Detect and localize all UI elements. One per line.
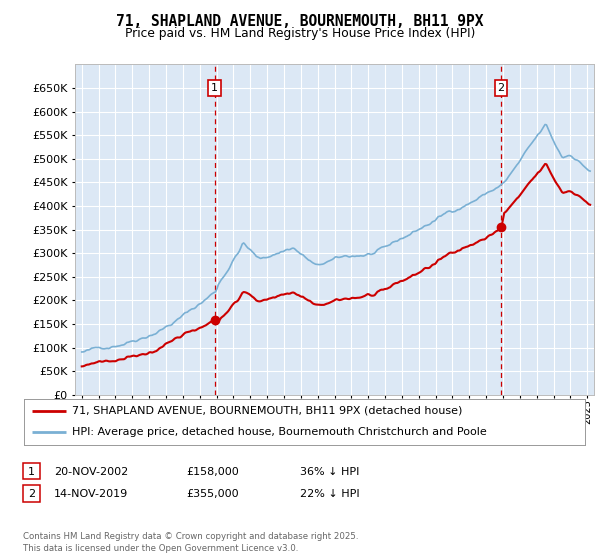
Text: 71, SHAPLAND AVENUE, BOURNEMOUTH, BH11 9PX: 71, SHAPLAND AVENUE, BOURNEMOUTH, BH11 9… [116, 14, 484, 29]
Text: HPI: Average price, detached house, Bournemouth Christchurch and Poole: HPI: Average price, detached house, Bour… [71, 427, 487, 437]
Text: 14-NOV-2019: 14-NOV-2019 [54, 489, 128, 499]
Text: £355,000: £355,000 [186, 489, 239, 499]
Text: 1: 1 [211, 83, 218, 93]
Text: 2: 2 [28, 489, 35, 499]
Text: Price paid vs. HM Land Registry's House Price Index (HPI): Price paid vs. HM Land Registry's House … [125, 27, 475, 40]
Text: 2: 2 [497, 83, 505, 93]
Text: Contains HM Land Registry data © Crown copyright and database right 2025.
This d: Contains HM Land Registry data © Crown c… [23, 533, 358, 553]
Text: 36% ↓ HPI: 36% ↓ HPI [300, 466, 359, 477]
Text: 20-NOV-2002: 20-NOV-2002 [54, 466, 128, 477]
Text: 1: 1 [28, 466, 35, 477]
Text: £158,000: £158,000 [186, 466, 239, 477]
Text: 22% ↓ HPI: 22% ↓ HPI [300, 489, 359, 499]
Text: 71, SHAPLAND AVENUE, BOURNEMOUTH, BH11 9PX (detached house): 71, SHAPLAND AVENUE, BOURNEMOUTH, BH11 9… [71, 406, 462, 416]
